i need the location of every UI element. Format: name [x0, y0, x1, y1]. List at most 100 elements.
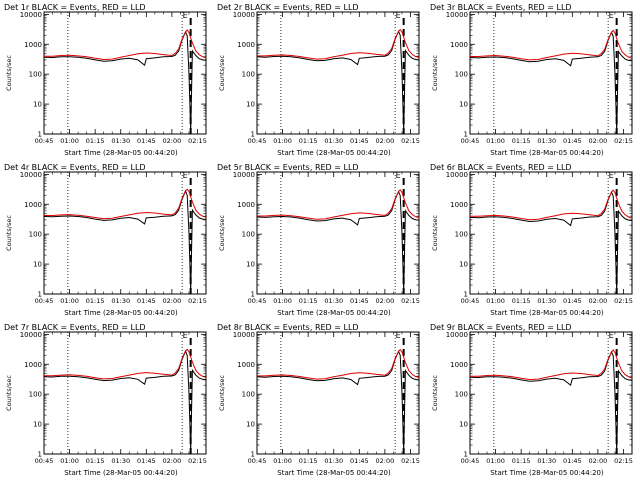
y-tick-label: 1: [464, 451, 468, 459]
x-tick-label: 02:00: [376, 297, 395, 305]
series-line-lld: [44, 348, 206, 380]
chart-svg: Det 2r BLACK = Events, RED = LLD Counts/s…: [217, 3, 420, 157]
y-tick-label: 100: [242, 231, 255, 239]
y-tick-label: 10: [459, 421, 468, 429]
x-tick-label: 00:45: [461, 297, 480, 305]
series-line-lld: [470, 349, 632, 381]
x-tick-label: 00:45: [248, 297, 267, 305]
plot-frame: [469, 331, 633, 455]
y-tick-label: 1000: [237, 41, 255, 49]
x-tick-label: 01:15: [86, 137, 105, 145]
series-line-lld: [470, 189, 632, 221]
chart-svg: Det 3r BLACK = Events, RED = LLD Counts/s…: [430, 3, 633, 157]
chart-svg: Det 9r BLACK = Events, RED = LLD Counts/s…: [430, 323, 633, 477]
x-tick-label: 01:45: [350, 137, 369, 145]
chart-svg: Det 5r BLACK = Events, RED = LLD Counts/s…: [217, 163, 420, 317]
y-tick-label: 1: [38, 131, 42, 139]
x-axis-label: Start Time (28-Mar-05 00:44:20): [490, 149, 604, 157]
series-line-events: [470, 190, 632, 292]
y-tick-label: 1: [464, 131, 468, 139]
x-tick-label: 02:00: [376, 457, 395, 465]
y-tick-label: 1000: [237, 201, 255, 209]
x-tick-label: 01:15: [299, 457, 318, 465]
x-tick-label: 01:30: [537, 457, 556, 465]
x-tick-label: 00:45: [461, 457, 480, 465]
x-tick-label: 01:15: [86, 297, 105, 305]
y-axis-label: Counts/sec: [218, 55, 226, 91]
x-tick-label: 01:45: [563, 137, 582, 145]
event-annotation: E: [396, 11, 401, 20]
x-tick-label: 01:30: [324, 457, 343, 465]
chart-title: Det 6r BLACK = Events, RED = LLD: [430, 163, 572, 172]
x-tick-label: 01:30: [111, 457, 130, 465]
x-axis-label: Start Time (28-Mar-05 00:44:20): [490, 309, 604, 317]
series-line-events: [257, 350, 419, 452]
detector-panel-1: Det 1r BLACK = Events, RED = LLD Counts/s…: [0, 0, 213, 164]
series-line-lld: [257, 348, 419, 380]
x-tick-label: 01:00: [60, 137, 79, 145]
x-tick-label: 02:15: [401, 137, 420, 145]
x-tick-label: 01:00: [273, 457, 292, 465]
x-tick-label: 02:00: [589, 137, 608, 145]
event-annotation: E: [609, 331, 614, 340]
x-tick-label: 01:15: [512, 457, 531, 465]
y-tick-label: 100: [29, 391, 42, 399]
event-annotation: E: [183, 171, 188, 180]
chart-title: Det 3r BLACK = Events, RED = LLD: [430, 3, 572, 12]
x-axis-label: Start Time (28-Mar-05 00:44:20): [64, 149, 178, 157]
x-tick-label: 01:15: [86, 457, 105, 465]
detector-panel-2: Det 2r BLACK = Events, RED = LLD Counts/s…: [213, 0, 426, 164]
x-tick-label: 01:15: [512, 297, 531, 305]
x-tick-label: 00:45: [35, 457, 54, 465]
x-tick-label: 02:15: [401, 457, 420, 465]
y-axis-label: Counts/sec: [5, 375, 13, 411]
x-tick-label: 01:15: [299, 137, 318, 145]
y-tick-label: 10000: [233, 171, 255, 179]
series-line-events: [44, 189, 206, 292]
detector-panel-3: Det 3r BLACK = Events, RED = LLD Counts/s…: [426, 0, 639, 164]
plot-frame: [43, 331, 207, 455]
x-tick-label: 02:15: [401, 297, 420, 305]
y-axis-label: Counts/sec: [5, 215, 13, 251]
x-tick-label: 01:45: [563, 457, 582, 465]
y-tick-label: 1000: [24, 201, 42, 209]
x-tick-label: 02:15: [188, 457, 207, 465]
y-tick-label: 1: [251, 451, 255, 459]
x-tick-label: 01:00: [60, 457, 79, 465]
y-tick-label: 10000: [446, 11, 468, 19]
y-tick-label: 10000: [446, 171, 468, 179]
x-tick-label: 02:00: [376, 137, 395, 145]
x-tick-label: 02:15: [614, 297, 633, 305]
plot-frame: [256, 331, 420, 455]
series-line-lld: [257, 28, 419, 60]
y-tick-label: 1: [251, 131, 255, 139]
x-tick-label: 02:00: [589, 457, 608, 465]
x-axis-label: Start Time (28-Mar-05 00:44:20): [277, 309, 391, 317]
chart-svg: Det 7r BLACK = Events, RED = LLD Counts/s…: [4, 323, 207, 477]
plot-frame: [469, 171, 633, 295]
y-tick-label: 10: [33, 261, 42, 269]
x-tick-label: 01:30: [537, 297, 556, 305]
chart-svg: Det 6r BLACK = Events, RED = LLD Counts/s…: [430, 163, 633, 317]
x-axis-label: Start Time (28-Mar-05 00:44:20): [64, 309, 178, 317]
y-tick-label: 100: [242, 71, 255, 79]
x-tick-label: 01:30: [111, 137, 130, 145]
y-tick-label: 100: [455, 231, 468, 239]
y-tick-label: 10000: [446, 331, 468, 339]
y-tick-label: 10000: [233, 331, 255, 339]
series-line-lld: [257, 189, 419, 220]
y-tick-label: 10: [246, 261, 255, 269]
y-tick-label: 1000: [450, 361, 468, 369]
x-tick-label: 00:45: [248, 137, 267, 145]
x-tick-label: 00:45: [35, 137, 54, 145]
plot-frame: [256, 11, 420, 135]
x-tick-label: 02:15: [614, 137, 633, 145]
series-line-lld: [44, 29, 206, 61]
y-tick-label: 100: [242, 391, 255, 399]
series-line-events: [44, 349, 206, 452]
y-tick-label: 10: [33, 421, 42, 429]
plot-frame: [469, 11, 633, 135]
x-tick-label: 01:30: [537, 137, 556, 145]
y-tick-label: 100: [455, 391, 468, 399]
